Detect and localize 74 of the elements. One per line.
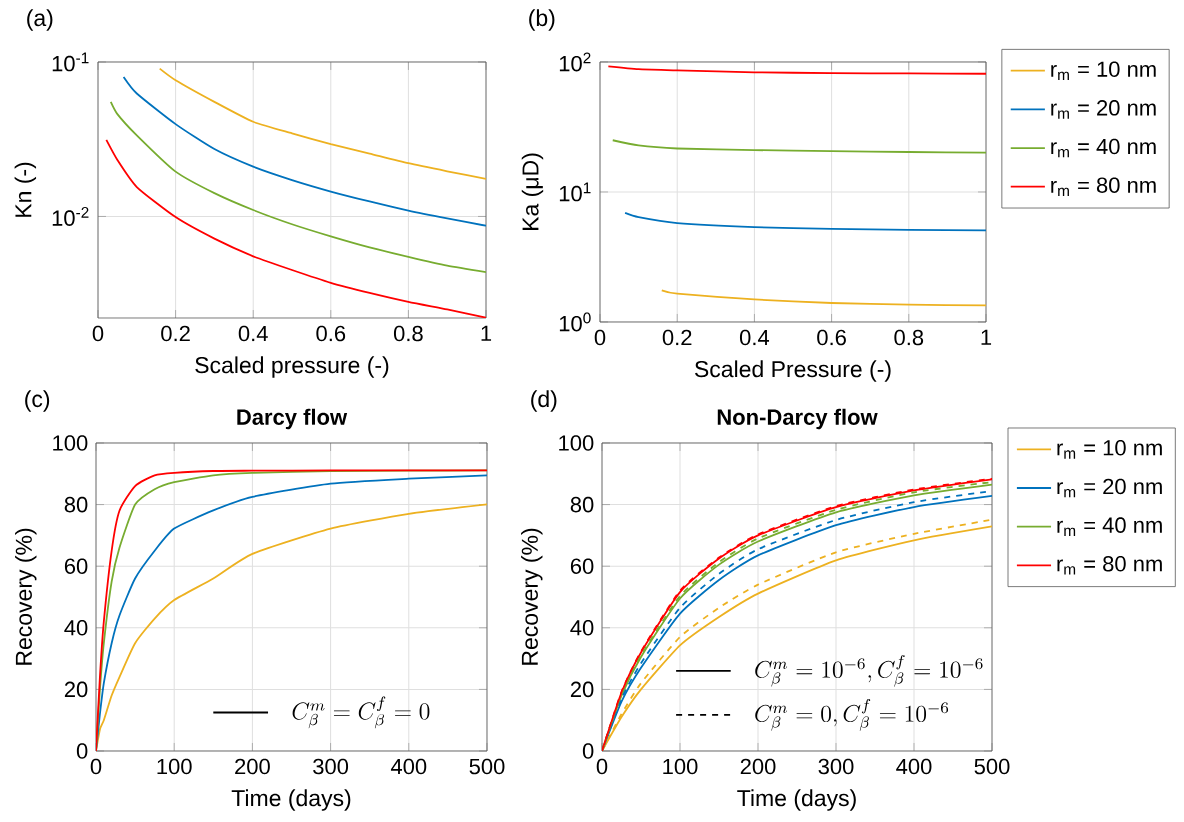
x-tick-label: 0.2 xyxy=(662,329,692,346)
x-axis-title: Time (days) xyxy=(231,789,351,811)
text: (d) xyxy=(531,390,557,412)
x-tick-label: 400 xyxy=(896,758,932,775)
y-tick-label: 100 xyxy=(559,435,594,451)
x-tick-label: 200 xyxy=(740,758,776,775)
line-series xyxy=(611,139,987,154)
annotation: $C_{\beta}^{m} = C_{\beta}^{f} = 0$ xyxy=(292,696,430,729)
x-axis-title: Scaled pressure (-) xyxy=(195,356,389,378)
annotation: $C_{\beta}^{m} = 10^{-6}, C_{\beta}^{f} = 10^{-6}$ xyxy=(755,654,983,687)
y-tick-label: 80 xyxy=(570,496,594,513)
y-tick-label: 20 xyxy=(64,681,88,698)
y-axis-title: Ka (μD) xyxy=(521,153,544,230)
line-series xyxy=(660,289,987,307)
y-tick-label: 10$^{0}$ xyxy=(559,312,591,332)
y-tick-label: 0 xyxy=(76,743,88,759)
y-tick-label: 10$^{-1}$ xyxy=(52,52,89,72)
x-tick-label: 0 xyxy=(596,758,608,775)
y-tick-label: 10$^{1}$ xyxy=(559,182,591,202)
y-tick-label: 60 xyxy=(64,558,88,574)
x-tick-label: 1 xyxy=(481,325,492,341)
x-tick-label: 500 xyxy=(469,758,505,775)
x-axis-title: Scaled Pressure (-) xyxy=(694,360,891,382)
legend-label: r$_{m}$ = 10 nm xyxy=(1057,440,1162,459)
y-tick-label: 40 xyxy=(64,620,88,636)
x-tick-label: 200 xyxy=(235,758,270,775)
x-tick-label: 400 xyxy=(390,758,427,775)
x-tick-label: 0.8 xyxy=(393,325,423,342)
legend-label: r$_{m}$ = 40 nm xyxy=(1051,138,1156,158)
legend-label: r$_{m}$ = 10 nm xyxy=(1051,61,1156,81)
chart-title: Darcy flow xyxy=(237,408,348,430)
line-series xyxy=(122,76,486,227)
text: (b) xyxy=(529,9,555,31)
line-series xyxy=(158,67,486,180)
text: (a) xyxy=(27,9,53,31)
y-axis-title: Recovery (%) xyxy=(15,528,37,665)
y-tick-label: 10$^{-2}$ xyxy=(52,206,89,226)
annotation: $C_{\beta}^{m} = 0, C_{\beta}^{f} = 10^{-6}$ xyxy=(755,698,949,731)
x-tick-label: 0 xyxy=(90,758,102,775)
line-series xyxy=(109,100,486,274)
x-tick-label: 0.8 xyxy=(894,329,924,346)
x-axis-title: Time (days) xyxy=(737,789,856,811)
x-tick-label: 1 xyxy=(981,329,992,345)
y-tick-label: 40 xyxy=(570,620,594,636)
text: (c) xyxy=(25,390,50,412)
x-tick-label: 0.6 xyxy=(817,329,846,346)
y-axis-title: Recovery (%) xyxy=(521,528,543,665)
x-tick-label: 0.4 xyxy=(238,325,268,342)
x-tick-label: 0 xyxy=(594,329,606,346)
line-series xyxy=(624,212,987,232)
x-tick-label: 300 xyxy=(313,758,349,775)
y-tick-label: 80 xyxy=(64,496,88,513)
legend-label: r$_{m}$ = 40 nm xyxy=(1057,517,1162,536)
legend-label: r$_{m}$ = 80 nm xyxy=(1057,555,1162,575)
x-tick-label: 100 xyxy=(157,758,192,775)
x-tick-label: 300 xyxy=(818,758,854,775)
chart-title: Non-Darcy flow xyxy=(717,408,878,430)
legend-label: r$_{m}$ = 80 nm xyxy=(1051,177,1156,197)
line-series xyxy=(607,65,987,75)
y-axis-title: Kn (-) xyxy=(14,162,37,217)
x-tick-label: 100 xyxy=(663,758,698,775)
y-tick-label: 100 xyxy=(53,435,88,451)
x-tick-label: 0.6 xyxy=(316,325,346,342)
x-tick-label: 0.2 xyxy=(161,325,190,342)
legend-label: r$_{m}$ = 20 nm xyxy=(1051,100,1156,119)
line-series xyxy=(105,139,486,318)
x-tick-label: 500 xyxy=(974,758,1010,775)
y-tick-label: 20 xyxy=(570,681,594,698)
legend-label: r$_{m}$ = 20 nm xyxy=(1057,478,1162,498)
y-tick-label: 10$^{2}$ xyxy=(559,52,591,72)
y-tick-label: 0 xyxy=(582,743,594,759)
y-tick-label: 60 xyxy=(570,558,594,574)
x-tick-label: 0.4 xyxy=(739,329,770,346)
x-tick-label: 0 xyxy=(92,325,104,342)
